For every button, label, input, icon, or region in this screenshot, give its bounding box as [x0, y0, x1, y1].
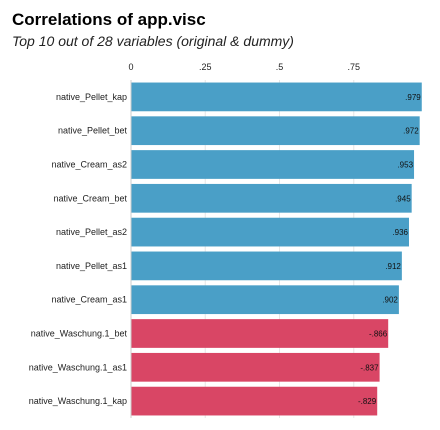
category-label: native_Cream_as1 — [51, 295, 127, 305]
category-label: native_Pellet_as2 — [56, 227, 127, 237]
data-label: -.837 — [360, 363, 379, 372]
bar — [131, 285, 399, 315]
bar — [131, 150, 415, 179]
data-label: .936 — [392, 228, 408, 237]
category-label: native_Pellet_as1 — [56, 261, 127, 271]
data-label: .979 — [405, 93, 421, 102]
chart-title: Correlations of app.visc — [12, 10, 206, 29]
bar — [131, 251, 402, 281]
data-label: .953 — [397, 161, 413, 170]
data-label: -.866 — [369, 330, 388, 339]
bar — [131, 183, 412, 213]
x-tick-label: .5 — [276, 62, 284, 72]
bar — [131, 82, 422, 112]
chart-subtitle: Top 10 out of 28 variables (original & d… — [12, 33, 294, 49]
data-label: .972 — [403, 127, 419, 136]
bar — [131, 352, 380, 382]
x-tick-label: .25 — [199, 62, 212, 72]
bar — [131, 217, 409, 247]
data-label: .912 — [385, 262, 401, 271]
x-tick-label: .75 — [347, 62, 360, 72]
x-tick-label: 0 — [128, 62, 133, 72]
data-label: -.829 — [358, 397, 377, 406]
category-label: native_Pellet_bet — [58, 126, 128, 136]
data-label: .902 — [382, 296, 398, 305]
category-label: native_Waschung.1_kap — [29, 396, 127, 406]
category-label: native_Waschung.1_bet — [31, 329, 128, 339]
category-label: native_Cream_bet — [53, 193, 127, 203]
bar — [131, 116, 420, 146]
category-label: native_Waschung.1_as1 — [29, 362, 127, 372]
bar — [131, 319, 389, 348]
bar — [131, 386, 378, 416]
category-label: native_Cream_as2 — [51, 160, 127, 170]
category-label: native_Pellet_kap — [56, 92, 127, 102]
data-label: .945 — [395, 194, 411, 203]
